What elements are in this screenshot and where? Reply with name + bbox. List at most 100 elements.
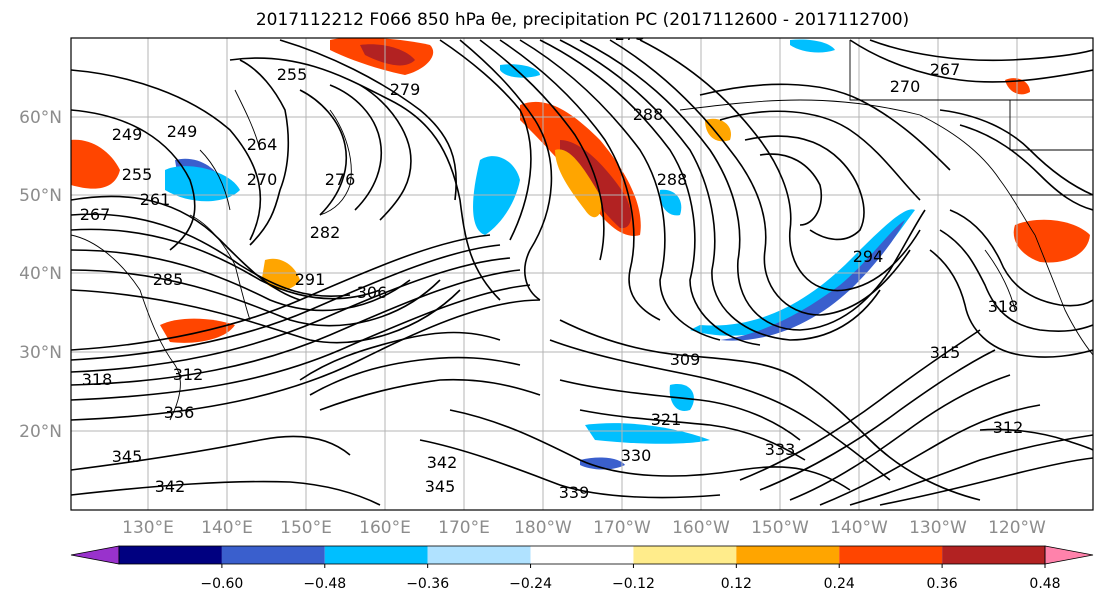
shade-region xyxy=(790,39,835,53)
contour-line xyxy=(819,404,1041,506)
contour-line xyxy=(71,244,501,361)
coastline xyxy=(679,99,921,116)
contour-label: 279 xyxy=(390,80,421,99)
contour-label: 285 xyxy=(153,270,184,289)
coastline xyxy=(1034,234,1093,356)
contour-line xyxy=(539,39,761,346)
lon-label: 120°W xyxy=(988,518,1046,538)
contour-label: 264 xyxy=(247,135,278,154)
contour-label: 339 xyxy=(559,483,590,502)
contour-label: 345 xyxy=(425,477,456,496)
lon-label: 150°E xyxy=(280,518,332,538)
map-background xyxy=(71,38,1093,510)
contour-line xyxy=(929,249,1093,358)
coastline xyxy=(919,114,1036,236)
latitude-labels: 60°N 50°N 40°N 30°N 20°N xyxy=(19,108,62,442)
contour-line xyxy=(71,435,351,471)
contour-label: 315 xyxy=(930,343,961,362)
contour-line xyxy=(759,349,996,491)
contour-label: 312 xyxy=(993,418,1024,437)
colorbar-segment xyxy=(324,546,428,564)
shade-region xyxy=(555,149,602,218)
contour-label: 336 xyxy=(164,403,195,422)
contour-line xyxy=(71,269,441,327)
contour-label: 267 xyxy=(930,60,961,79)
colorbar-tick-label: −0.24 xyxy=(509,576,552,592)
theta-e-contours xyxy=(71,39,1093,506)
longitude-labels: 130°E 140°E 150°E 160°E 170°E 180°W 170°W 160°W… xyxy=(122,518,1046,538)
contour-line xyxy=(359,84,412,221)
contour-label: 273 xyxy=(615,25,646,44)
contour-line xyxy=(239,59,290,246)
lon-label: 150°W xyxy=(751,518,809,538)
contour-label: 333 xyxy=(765,440,796,459)
coastline xyxy=(71,234,181,421)
contour-line xyxy=(299,89,347,216)
contour-label: 291 xyxy=(295,270,326,289)
contour-line xyxy=(609,39,911,316)
contour-line xyxy=(71,249,411,312)
colorbar-extend-high xyxy=(1044,545,1094,565)
shade-region xyxy=(473,156,520,235)
colorbar-segment xyxy=(221,546,325,564)
map-gridlines xyxy=(71,38,1093,510)
contour-line xyxy=(71,289,461,344)
colorbar-tick-label: −0.12 xyxy=(612,576,655,592)
colorbar-tick-label: −0.48 xyxy=(303,576,346,592)
lon-label: 130°E xyxy=(122,518,174,538)
contour-line xyxy=(519,39,721,341)
contour-line xyxy=(639,39,921,292)
lon-label: 160°W xyxy=(672,518,730,538)
contour-line xyxy=(744,135,865,241)
colorbar-segment xyxy=(530,546,634,564)
coastlines xyxy=(71,40,1093,421)
contour-label: 249 xyxy=(112,125,143,144)
contour-line xyxy=(559,39,881,341)
lon-label: 130°W xyxy=(909,518,967,538)
contour-label: 288 xyxy=(633,105,664,124)
colorbar-outline xyxy=(118,545,1046,565)
contour-line xyxy=(499,39,661,321)
contour-label: 255 xyxy=(122,165,153,184)
contour-label: 270 xyxy=(247,170,278,189)
coastline xyxy=(319,109,352,216)
contour-line xyxy=(719,110,921,201)
contour-line xyxy=(71,299,541,421)
contour-line xyxy=(479,39,605,261)
lat-label: 20°N xyxy=(19,422,62,442)
contour-line xyxy=(229,57,501,301)
contour-label: 312 xyxy=(173,365,204,384)
colorbar-extend-low xyxy=(70,545,120,565)
contour-line xyxy=(549,339,891,481)
contour-line xyxy=(309,356,521,396)
contour-line xyxy=(449,409,851,491)
lon-label: 170°E xyxy=(438,518,490,538)
contour-line xyxy=(71,234,491,351)
shade-region xyxy=(165,166,240,202)
contour-label: 255 xyxy=(277,65,308,84)
contour-label: 249 xyxy=(167,122,198,141)
coastline xyxy=(234,89,261,151)
contour-line xyxy=(789,374,1011,501)
colorbar-ticks: −0.60 −0.48 −0.36 −0.24 −0.12 0.12 0.24 0.36 0.4… xyxy=(200,564,1061,592)
colorbar-tick-label: 0.48 xyxy=(1029,576,1060,592)
lon-label: 170°W xyxy=(593,518,651,538)
contour-label: 276 xyxy=(325,170,356,189)
contour-line xyxy=(71,257,511,373)
coastline xyxy=(849,40,1093,101)
contour-line xyxy=(319,378,541,411)
colorbar-segment xyxy=(633,546,737,564)
contour-label: 330 xyxy=(621,446,652,465)
contour-label: 306 xyxy=(357,283,388,302)
contour-line xyxy=(439,39,532,241)
shade-region xyxy=(71,139,120,189)
shade-region xyxy=(705,118,731,142)
contour-line xyxy=(559,379,801,441)
coastline xyxy=(984,249,1016,311)
contour-label: 288 xyxy=(657,170,688,189)
lon-label: 160°E xyxy=(359,518,411,538)
colorbar-tick-label: 0.12 xyxy=(721,576,752,592)
contour-line xyxy=(279,39,458,201)
contour-line xyxy=(959,124,1093,211)
shade-region xyxy=(720,220,905,341)
